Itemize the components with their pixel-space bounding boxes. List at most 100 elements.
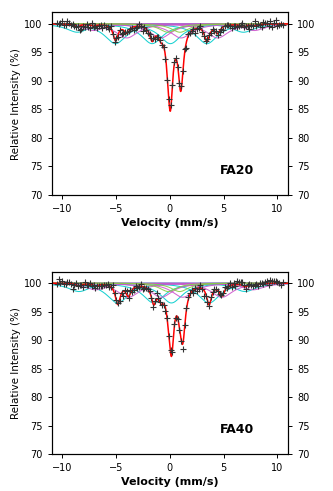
Text: FA40: FA40 [219,423,254,436]
Point [166,95,171,103]
Point [231,22,236,29]
Point [196,24,201,32]
Point [268,276,273,284]
Point [255,282,261,290]
Point [156,33,161,41]
Point [201,32,206,40]
Point [126,294,132,301]
Point [185,30,191,38]
Point [189,286,194,294]
Point [149,34,154,42]
Point [178,82,184,90]
Point [182,321,187,329]
Point [254,22,259,29]
Point [105,23,110,31]
Point [82,278,88,286]
Point [184,44,189,52]
Point [217,290,222,298]
Point [147,287,153,295]
Point [273,16,278,24]
Point [219,291,224,299]
Point [151,34,156,42]
Point [250,22,256,29]
Point [252,17,257,25]
Point [138,22,144,30]
Point [203,37,208,45]
Point [144,26,149,34]
Point [159,41,165,49]
Point [196,285,201,293]
Point [220,289,226,297]
Point [163,55,168,63]
Point [199,285,205,293]
Point [109,22,114,30]
Point [107,283,112,291]
Point [206,31,212,39]
Point [208,294,213,301]
Point [161,43,166,51]
Point [229,283,235,291]
Point [215,31,220,39]
Point [100,24,105,31]
Point [227,22,233,29]
Point [84,281,89,289]
Point [109,283,114,291]
Point [254,280,259,288]
Point [191,290,196,298]
Point [226,282,231,290]
Point [161,300,166,308]
Point [241,281,247,289]
Point [259,279,264,287]
Point [159,301,165,309]
Point [245,22,250,29]
Point [56,20,61,28]
Point [166,332,171,340]
Point [273,277,278,285]
Point [152,35,158,43]
Point [56,275,61,283]
Point [212,27,217,34]
Point [180,345,185,353]
Point [145,285,151,293]
Point [121,29,126,37]
Point [264,277,270,285]
Point [171,58,177,66]
Point [93,284,98,292]
Point [67,278,72,286]
Point [102,21,107,28]
Point [248,281,254,289]
Point [247,280,252,288]
Point [257,21,263,28]
Point [68,280,74,288]
Point [198,281,203,289]
Point [152,297,158,305]
Point [68,22,74,29]
Point [236,22,242,29]
Point [234,277,240,285]
Point [247,25,252,33]
Point [124,28,130,36]
Point [194,287,199,295]
Point [192,284,198,292]
Point [98,21,103,29]
Point [151,303,156,311]
Point [220,26,226,34]
Point [224,284,229,292]
Point [126,27,132,35]
Point [234,23,240,30]
Point [130,24,135,32]
Point [140,285,146,293]
Point [130,288,135,296]
Point [266,281,271,289]
Point [60,277,65,285]
Point [63,279,68,287]
Point [199,28,205,36]
Point [123,286,128,294]
Point [201,292,206,300]
Point [210,288,215,296]
Point [278,281,284,289]
Point [93,22,98,29]
Point [142,284,147,292]
Point [276,279,282,287]
Point [96,282,102,290]
